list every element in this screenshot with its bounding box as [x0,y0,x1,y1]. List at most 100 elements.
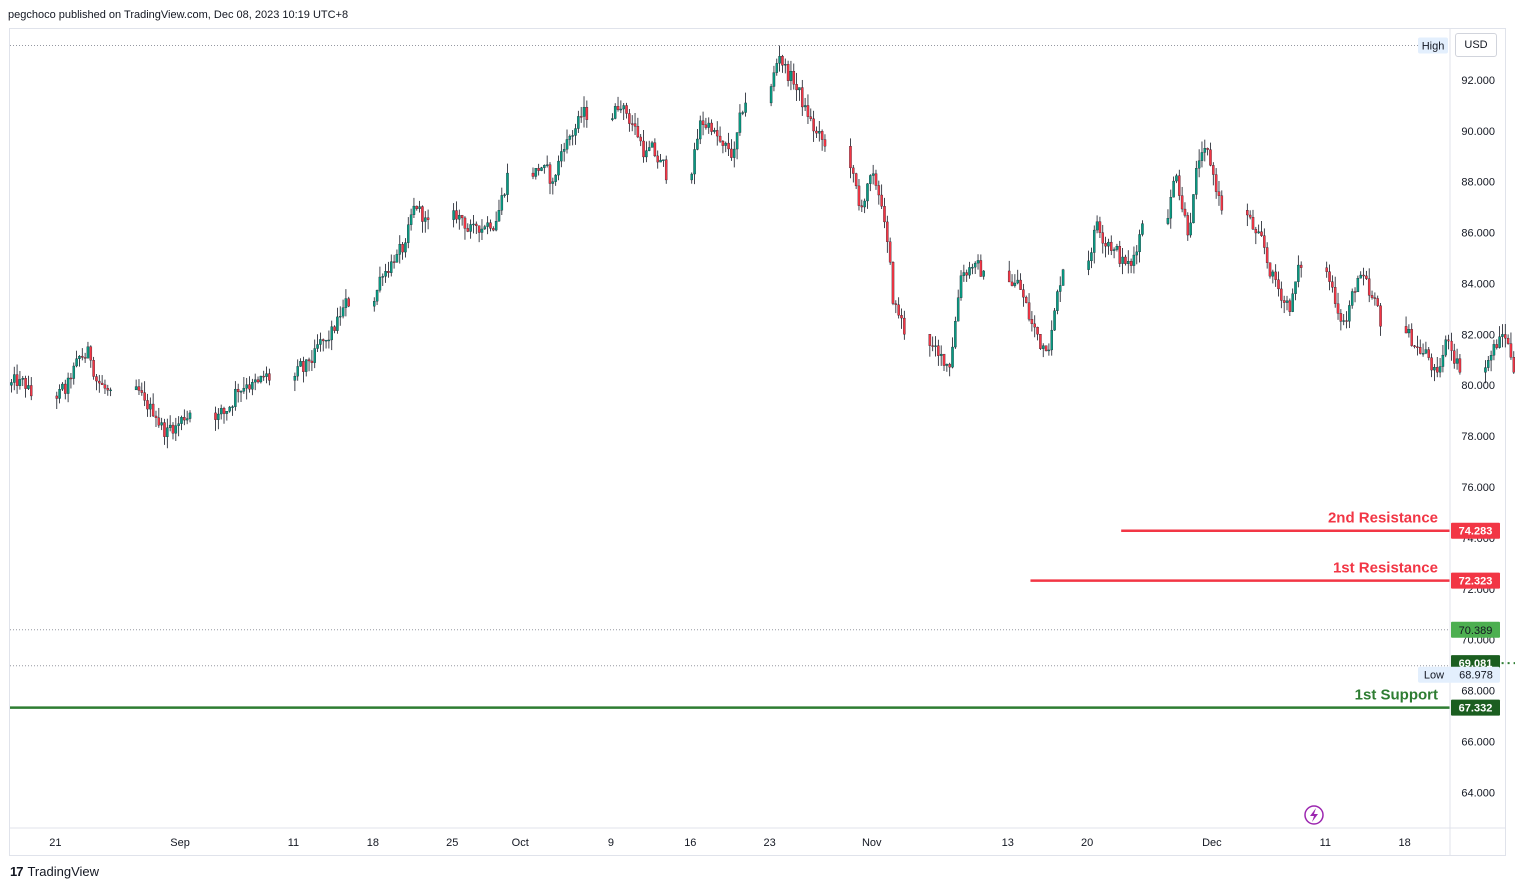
candle-body [769,86,773,104]
candle-body [707,122,710,128]
candle [733,141,736,168]
candle-body [897,304,900,316]
candle-body [404,242,407,253]
candle [268,368,271,386]
candle [1138,229,1141,263]
candle [1297,255,1300,288]
candle-body [781,56,784,66]
candle [942,353,946,371]
candle [486,216,489,235]
candle [937,339,940,366]
candle-body [21,378,25,380]
candle-body [1115,246,1119,250]
candle-body [409,214,413,225]
candle [1501,324,1504,348]
candle-body [1087,260,1090,270]
low-label: Low [1424,670,1444,682]
candle [296,359,299,381]
candle-body [565,139,569,150]
candle [730,139,733,161]
candle-body [789,71,793,81]
candle-body [424,217,427,222]
candle [883,197,886,229]
candle-body [636,126,640,138]
candle-body [69,377,73,380]
candle [1489,350,1493,372]
candle [58,384,61,404]
candle-body [1220,195,1224,211]
candle [1416,335,1419,356]
candle [1217,180,1221,206]
candle-body [1424,349,1428,354]
candle [803,97,807,112]
candle [1333,276,1337,308]
candle [146,393,149,417]
candle-body [248,384,251,390]
candle-body [971,266,974,269]
candle [503,193,506,198]
candle [398,235,402,264]
candle-body [316,344,319,349]
candle-body [333,326,336,331]
candle [222,406,226,424]
candle [823,134,827,152]
candle-body [659,159,662,163]
candle [1186,212,1190,241]
candle-body [304,359,308,372]
candle [106,384,110,396]
candle-body [426,217,430,220]
candle-body [421,206,424,222]
candle [1044,345,1048,352]
candle [1325,261,1328,278]
candle-body [945,363,949,366]
candle-body [642,140,645,158]
candle-body [1101,232,1105,244]
candle [1061,268,1065,286]
candle-body [951,346,954,368]
candle [537,163,540,176]
candle-body [143,392,146,401]
candle [1169,189,1173,229]
candle-body [894,303,898,305]
candle [854,172,858,190]
candle-body [1056,291,1059,311]
candle [642,130,645,163]
candle-body [10,382,13,386]
candle-body [849,146,852,169]
high-label: High [1422,41,1445,53]
candle-body [710,122,713,132]
candle-body [1013,282,1017,286]
candle [710,119,713,136]
candle [1214,168,1218,199]
candle-body [1297,264,1300,282]
candle-body [1206,148,1209,150]
candle [134,379,138,391]
candle [568,134,572,146]
resistance-badge [1451,522,1500,539]
candle-body [778,56,781,64]
candle-body [395,254,399,263]
candle [143,381,146,407]
candle [15,364,19,394]
candle [1291,288,1294,313]
candle [1220,190,1224,215]
candle [341,299,345,319]
candle [554,174,557,186]
candle [497,199,501,222]
last-price-value: 70.389 [1459,625,1493,637]
candle [1370,290,1374,300]
candle [1047,343,1051,356]
candle [463,216,467,240]
currency-selector[interactable]: USD [1455,33,1497,57]
candle-body [1098,221,1102,233]
candle-body [1356,278,1360,293]
candle-body [854,173,858,187]
candle-body [874,173,878,186]
candle-body [965,272,968,276]
candle [412,197,416,219]
candle [1356,275,1360,293]
candle [483,224,487,230]
candle [154,410,158,428]
candle [1444,335,1447,358]
